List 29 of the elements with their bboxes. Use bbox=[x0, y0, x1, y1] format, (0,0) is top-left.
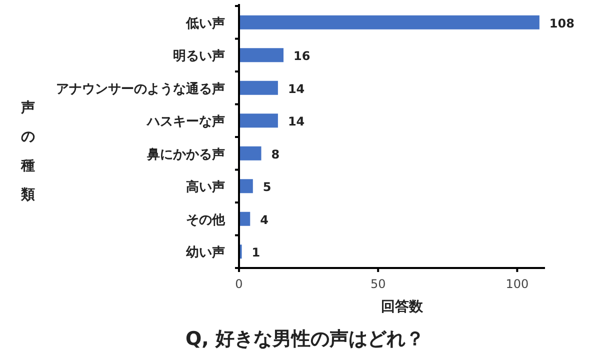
x-tick-label: 0 bbox=[235, 277, 243, 291]
bar bbox=[239, 179, 253, 194]
bar bbox=[239, 114, 278, 128]
data-label: 14 bbox=[288, 114, 305, 129]
bar bbox=[239, 212, 250, 226]
y-axis-title: 声の種類 bbox=[20, 100, 35, 203]
data-label: 4 bbox=[260, 212, 268, 227]
bar bbox=[239, 80, 278, 95]
data-label: 108 bbox=[549, 16, 574, 30]
data-label: 1 bbox=[252, 246, 260, 260]
y-tick-label: 明るい声 bbox=[173, 49, 225, 64]
x-tick-label: 100 bbox=[506, 277, 529, 291]
bar bbox=[239, 146, 262, 160]
y-tick-label: 低い声 bbox=[185, 16, 225, 32]
data-label: 8 bbox=[271, 147, 280, 162]
data-label: 14 bbox=[288, 82, 305, 96]
bar bbox=[239, 15, 540, 30]
data-label: 5 bbox=[262, 180, 272, 194]
text: Q, 好きな男性の声はどれ？ bbox=[186, 328, 424, 350]
y-tick-label: 幼い声 bbox=[185, 246, 225, 261]
data-label: 16 bbox=[294, 49, 310, 64]
y-tick-label: 鼻にかかる声 bbox=[146, 146, 225, 162]
y-tick-label: ハスキーな声 bbox=[146, 114, 225, 130]
bar bbox=[239, 48, 284, 62]
y-tick-label: 高い声 bbox=[186, 179, 225, 196]
y-tick-label: その他 bbox=[186, 212, 226, 228]
x-axis-title: 回答数 bbox=[381, 299, 424, 315]
x-tick-label: 50 bbox=[370, 277, 386, 291]
y-tick-label: アナウンサーのような通る声 bbox=[56, 80, 225, 97]
